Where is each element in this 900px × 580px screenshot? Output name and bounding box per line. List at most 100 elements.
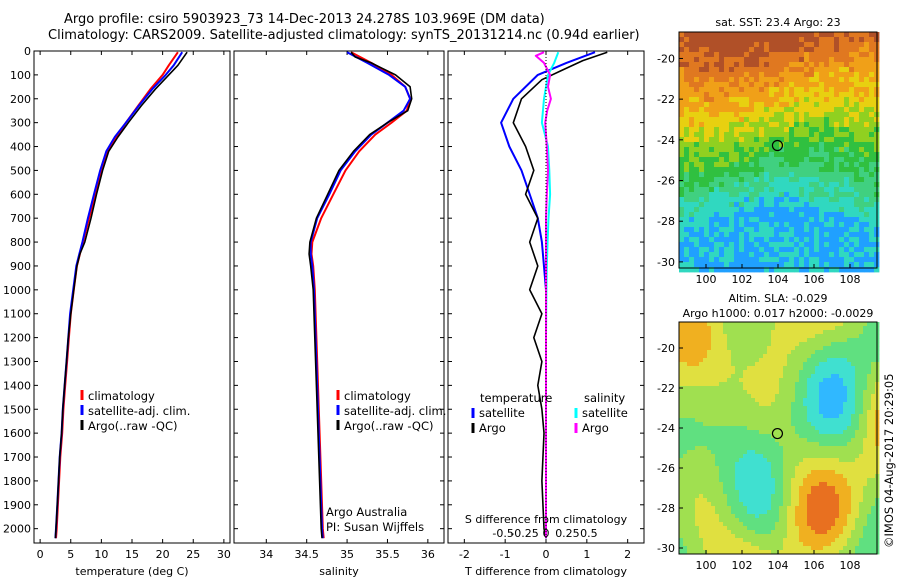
map-cell [863,522,868,527]
map-cell [784,172,790,178]
map-cell [847,378,852,383]
map-cell [779,142,785,148]
map-cell [759,438,764,443]
map-cell [847,446,852,451]
map-cell [847,422,852,427]
map-cell [834,57,840,63]
map-cell [799,550,804,555]
map-cell [731,366,736,371]
map-cell [691,534,696,539]
map-cell [691,394,696,399]
map-cell [851,414,856,419]
map-cell [867,490,872,495]
map-cell [739,267,745,273]
map-cell [831,454,836,459]
map-cell [683,354,688,359]
map-cell [835,526,840,531]
map-cell [744,67,750,73]
map-cell [739,227,745,233]
map-cell [689,87,695,93]
map-cell [735,502,740,507]
map-cell [683,454,688,459]
map-cell [815,398,820,403]
map-cell [804,137,810,143]
map-cell [814,202,820,208]
map-cell [683,474,688,479]
map-cell [679,172,685,178]
map-cell [744,82,750,88]
map-cell [851,514,856,519]
map-cell [743,438,748,443]
map-cell [771,530,776,535]
map-cell [804,97,810,103]
map-cell [809,217,815,223]
map-cell [764,182,770,188]
map-cell [691,474,696,479]
map-cell [723,482,728,487]
map-cell [731,398,736,403]
map-cell [767,478,772,483]
map-cell [683,462,688,467]
map-cell [815,474,820,479]
map-cell [714,247,720,253]
map-cell [839,137,845,143]
map-cell [791,530,796,535]
map-cell [751,430,756,435]
y-tick-label: 1500 [3,403,31,416]
map-cell [834,122,840,128]
map-cell [859,132,865,138]
map-cell [767,450,772,455]
map-cell [795,474,800,479]
map-cell [859,87,865,93]
map-cell [855,430,860,435]
map-cell [819,92,825,98]
map-cell [727,378,732,383]
map-cell [827,330,832,335]
map-cell [764,177,770,183]
map-cell [851,370,856,375]
map-cell [787,458,792,463]
map-cell [823,542,828,547]
map-cell [679,410,684,415]
map-cell [715,366,720,371]
map-cell [709,267,715,273]
map-cell [704,37,710,43]
map-cell [763,382,768,387]
map-cell [727,342,732,347]
map-cell [851,462,856,467]
argo-position-marker [771,139,784,152]
map-cell [847,334,852,339]
map-cell [679,462,684,467]
map-cell [727,322,732,327]
map-cell [815,506,820,511]
map-cell [871,466,876,471]
map-cell [714,62,720,68]
map-cell [824,207,830,213]
map-cell [774,167,780,173]
map-cell [751,506,756,511]
map-cell [691,498,696,503]
map-cell [707,398,712,403]
map-cell [727,390,732,395]
map-cell [719,52,725,58]
map-cell [699,247,705,253]
map-cell [867,470,872,475]
map-cell [819,57,825,63]
map-cell [863,402,868,407]
map-cell [807,326,812,331]
map-cell [699,494,704,499]
map-cell [747,514,752,519]
map-cell [703,530,708,535]
map-cell [729,202,735,208]
map-cell [759,222,765,228]
map-cell [774,77,780,83]
map-cell [774,187,780,193]
map-cell [849,52,855,58]
map-cell [699,370,704,375]
map-cell [695,474,700,479]
map-cell [747,330,752,335]
map-cell [743,386,748,391]
map-cell [851,466,856,471]
map-cell [791,406,796,411]
map-cell [779,538,784,543]
